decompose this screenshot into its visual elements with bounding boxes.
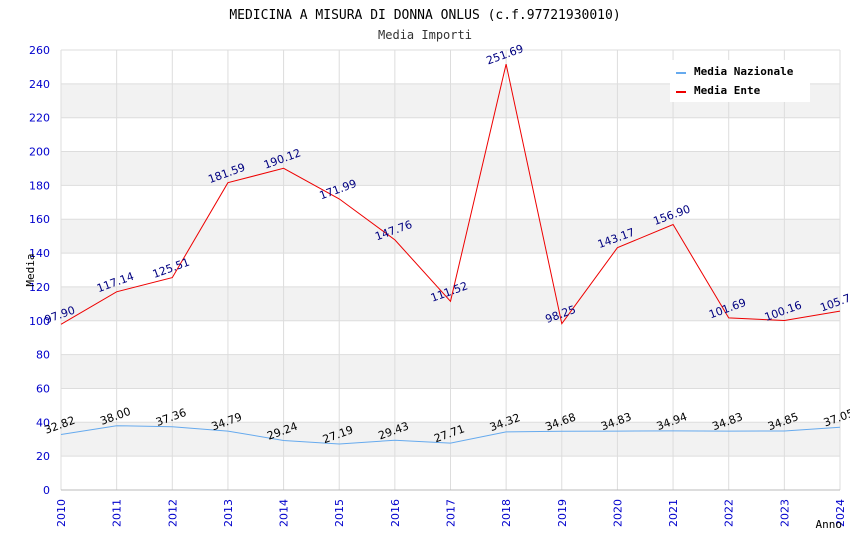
series-line-media-nazionale xyxy=(60,425,841,445)
x-tick-label: 2023 xyxy=(778,499,791,527)
legend-label-media-ente: Media Ente xyxy=(694,84,761,97)
y-tick-label: 180 xyxy=(29,179,50,192)
series-line-media-ente xyxy=(60,63,841,325)
chart-subtitle: Media Importi xyxy=(378,28,472,42)
y-tick-label: 260 xyxy=(29,44,50,57)
x-tick-label: 2018 xyxy=(500,499,513,527)
y-tick-label: 100 xyxy=(29,315,50,328)
y-tick-label: 200 xyxy=(29,146,50,159)
y-tick-label: 20 xyxy=(36,450,50,463)
y-tick-label: 240 xyxy=(29,78,50,91)
y-tick-label: 140 xyxy=(29,247,50,260)
x-tick-labels: 2010 2011 2012 2013 2014 2015 2016 2017 2018 2019… xyxy=(55,499,847,527)
data-label: 251.69 xyxy=(485,42,526,67)
x-tick-label: 2022 xyxy=(723,499,736,527)
x-tick-label: 2021 xyxy=(667,499,680,527)
data-label: 125.51 xyxy=(151,256,192,281)
x-tick-label: 2016 xyxy=(389,499,402,527)
chart-title: MEDICINA A MISURA DI DONNA ONLUS (c.f.97… xyxy=(229,8,620,23)
x-tick-label: 2017 xyxy=(445,499,458,527)
y-tick-label: 220 xyxy=(29,112,50,125)
legend-box xyxy=(670,60,810,102)
x-axis-label: Anno xyxy=(816,518,843,531)
legend: Media Nazionale Media Ente xyxy=(670,60,810,102)
x-tick-label: 2010 xyxy=(55,499,68,527)
y-tick-label: 40 xyxy=(36,416,50,429)
x-tick-label: 2015 xyxy=(333,499,346,527)
y-tick-label: 160 xyxy=(29,213,50,226)
x-tick-label: 2019 xyxy=(556,499,569,527)
x-tick-label: 2013 xyxy=(222,499,235,527)
x-tick-label: 2020 xyxy=(611,499,624,527)
y-axis-label: Media xyxy=(24,253,37,286)
y-tick-labels: 0 20 40 60 80 100 120 140 160 180 200 220 240 260 xyxy=(29,44,50,497)
y-tick-label: 0 xyxy=(43,484,50,497)
data-label: 97.90 xyxy=(43,304,77,327)
x-tick-label: 2014 xyxy=(278,499,291,527)
y-tick-label: 120 xyxy=(29,281,50,294)
legend-label-media-nazionale: Media Nazionale xyxy=(694,65,794,78)
x-tick-label: 2011 xyxy=(111,499,124,527)
series-lines xyxy=(60,63,841,445)
x-tick-label: 2024 xyxy=(834,499,847,527)
y-tick-label: 60 xyxy=(36,382,50,395)
x-tick-label: 2012 xyxy=(166,499,179,527)
grid-lines xyxy=(60,49,841,491)
y-tick-label: 80 xyxy=(36,349,50,362)
